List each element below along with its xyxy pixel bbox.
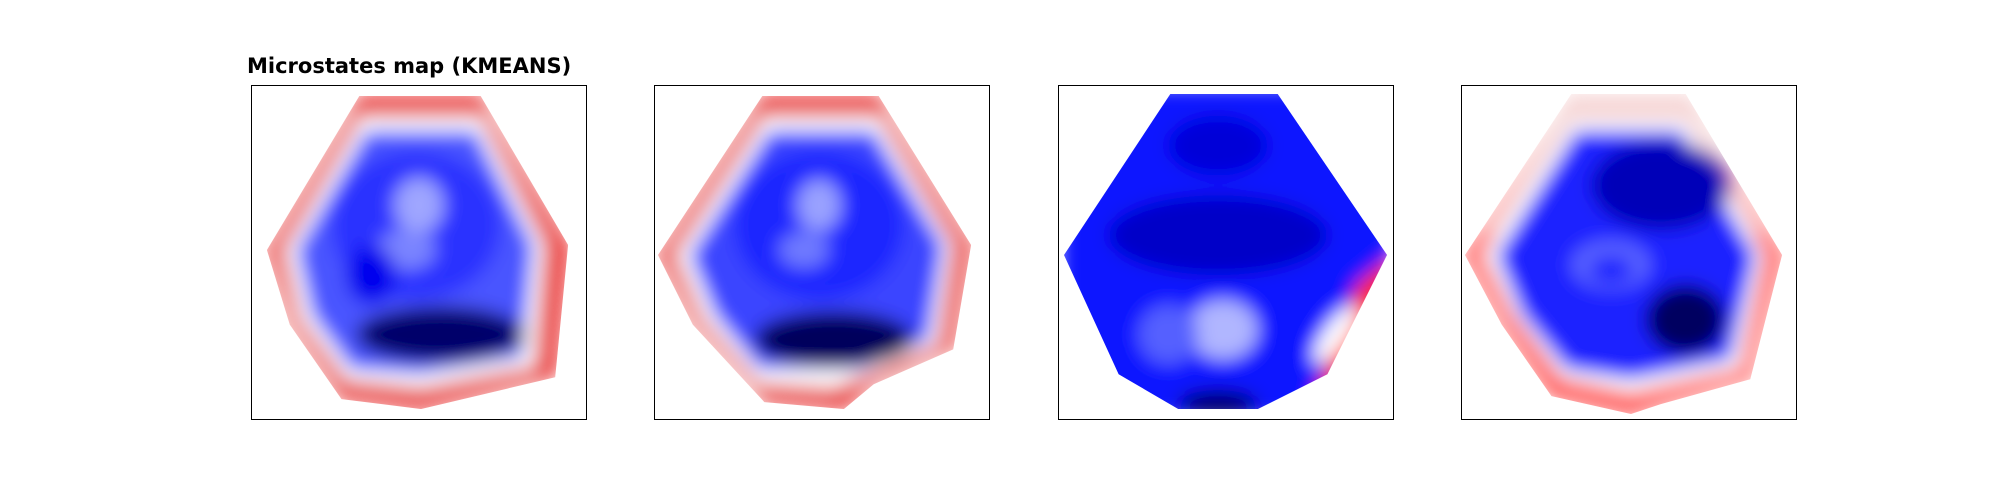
heatmap-4 <box>1464 93 1783 415</box>
microstate-map-2 <box>654 85 990 420</box>
chart-title: Microstates map (KMEANS) <box>247 54 572 78</box>
microstate-map-3 <box>1058 85 1394 420</box>
microstate-map-1 <box>251 85 587 420</box>
heatmap-2 <box>657 95 972 410</box>
heatmap-3 <box>1063 93 1388 410</box>
microstate-map-4 <box>1461 85 1797 420</box>
heatmap-1 <box>266 95 569 410</box>
